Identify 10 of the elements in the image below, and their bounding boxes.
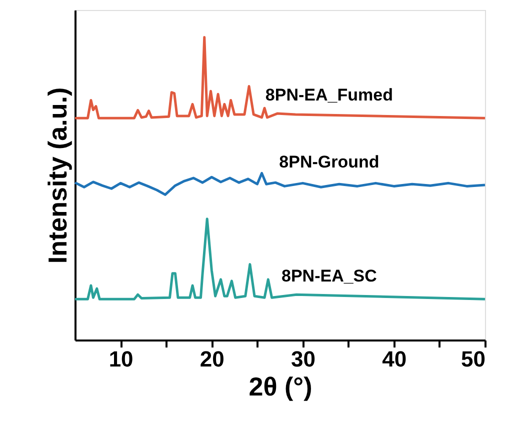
series-label: 8PN-EA_SC	[281, 266, 377, 286]
series-label: 8PN-EA_Fumed	[265, 85, 393, 104]
x-tick-label: 50	[461, 346, 486, 372]
x-tick-label: 10	[108, 346, 134, 372]
x-tick-label: 40	[382, 346, 407, 372]
series-label: 8PN-Ground	[279, 152, 380, 172]
x-axis-title: 2θ (°)	[248, 372, 312, 402]
x-tick-label: 30	[291, 346, 316, 372]
y-axis-title: Intensity (a.u.)	[42, 87, 72, 264]
x-tick-label: 20	[200, 346, 224, 372]
